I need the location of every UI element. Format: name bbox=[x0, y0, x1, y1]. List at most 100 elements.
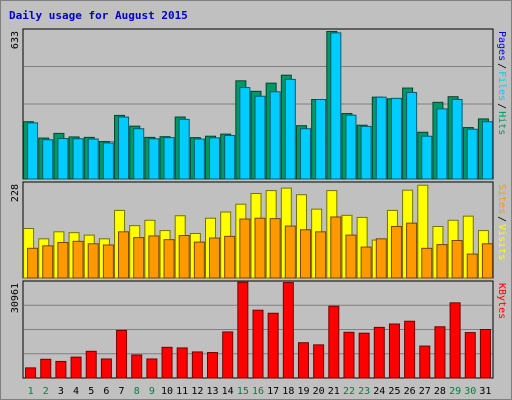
x-tick-label: 21 bbox=[328, 386, 340, 397]
legend-separator: / bbox=[496, 63, 507, 69]
legend-visits: Visits bbox=[496, 224, 507, 260]
x-tick-label: 28 bbox=[434, 386, 446, 397]
x-tick-label: 19 bbox=[297, 386, 309, 397]
bar-files-day-30 bbox=[466, 128, 478, 180]
x-tick-label: 3 bbox=[58, 386, 64, 397]
bar-kbytes-day-3 bbox=[55, 360, 67, 379]
x-tick-label: 25 bbox=[388, 386, 400, 397]
bar-sites-day-13 bbox=[209, 237, 221, 279]
y-max-label: 633 bbox=[10, 31, 21, 49]
panel-visits: 228 Sites / Visits bbox=[10, 181, 507, 279]
x-tick-label: 14 bbox=[222, 386, 234, 397]
bar-sites-day-14 bbox=[224, 235, 236, 279]
bar-kbytes-day-13 bbox=[207, 352, 219, 379]
bar-files-day-23 bbox=[360, 125, 372, 180]
y-max-label: 30961 bbox=[10, 283, 21, 313]
x-tick-label: 26 bbox=[404, 386, 416, 397]
bar-files-day-7 bbox=[118, 116, 130, 180]
bar-kbytes-day-18 bbox=[282, 282, 294, 379]
bar-kbytes-day-16 bbox=[252, 309, 264, 379]
bar-sites-day-5 bbox=[87, 243, 99, 279]
bar-kbytes-day-7 bbox=[116, 329, 128, 379]
bar-files-day-25 bbox=[390, 97, 402, 180]
x-tick-label: 29 bbox=[449, 386, 461, 397]
bar-sites-day-6 bbox=[102, 244, 114, 279]
bar-sites-day-1 bbox=[27, 247, 39, 279]
x-tick-label: 24 bbox=[373, 386, 385, 397]
x-tick-label: 11 bbox=[176, 386, 188, 397]
bar-files-day-26 bbox=[406, 91, 418, 180]
x-tick-label: 27 bbox=[419, 386, 431, 397]
bar-kbytes-day-11 bbox=[176, 347, 188, 379]
bar-kbytes-day-24 bbox=[373, 326, 385, 379]
x-tick-label: 8 bbox=[134, 386, 140, 397]
bar-sites-day-27 bbox=[421, 247, 433, 279]
legend-pages: Pages bbox=[496, 31, 507, 61]
x-tick-label: 1 bbox=[28, 386, 34, 397]
y-max-label: 228 bbox=[10, 184, 21, 202]
bar-kbytes-day-22 bbox=[343, 331, 355, 379]
bar-sites-day-28 bbox=[436, 244, 448, 279]
bar-sites-day-21 bbox=[330, 216, 342, 279]
legend-separator: / bbox=[496, 103, 507, 109]
bar-kbytes-day-9 bbox=[146, 358, 158, 379]
chart-title: Daily usage for August 2015 bbox=[9, 9, 188, 22]
bar-files-day-18 bbox=[284, 78, 296, 180]
bar-files-day-14 bbox=[224, 135, 236, 180]
bar-sites-day-25 bbox=[390, 225, 402, 279]
bar-sites-day-18 bbox=[284, 225, 296, 279]
bar-files-day-19 bbox=[299, 128, 311, 180]
bar-kbytes-day-6 bbox=[100, 358, 112, 379]
x-tick-label: 30 bbox=[464, 386, 476, 397]
bar-kbytes-day-2 bbox=[40, 358, 52, 379]
bar-kbytes-day-25 bbox=[388, 323, 400, 379]
bar-files-day-27 bbox=[421, 135, 433, 180]
bar-sites-day-15 bbox=[239, 218, 251, 279]
x-tick-label: 10 bbox=[161, 386, 173, 397]
bar-files-day-5 bbox=[87, 138, 99, 180]
x-tick-label: 12 bbox=[191, 386, 203, 397]
bar-kbytes-day-26 bbox=[404, 320, 416, 379]
bar-kbytes-day-10 bbox=[161, 346, 173, 379]
bar-sites-day-30 bbox=[466, 253, 478, 279]
bar-sites-day-10 bbox=[163, 239, 175, 279]
bar-files-day-15 bbox=[239, 87, 251, 180]
bar-files-day-17 bbox=[269, 91, 281, 180]
bar-files-day-6 bbox=[102, 142, 114, 180]
x-tick-label: 31 bbox=[479, 386, 491, 397]
bar-sites-day-2 bbox=[42, 245, 54, 279]
bar-kbytes-day-5 bbox=[85, 350, 97, 379]
bar-files-day-11 bbox=[178, 118, 190, 180]
bar-files-day-10 bbox=[163, 137, 175, 180]
x-tick-label: 9 bbox=[149, 386, 155, 397]
bar-kbytes-day-19 bbox=[297, 342, 309, 379]
bar-files-day-2 bbox=[42, 139, 54, 180]
x-tick-label: 16 bbox=[252, 386, 264, 397]
bar-files-day-21 bbox=[330, 32, 342, 180]
x-tick-label: 17 bbox=[267, 386, 279, 397]
x-tick-label: 2 bbox=[43, 386, 49, 397]
bar-kbytes-day-1 bbox=[25, 367, 37, 379]
bar-sites-day-12 bbox=[193, 241, 205, 279]
bar-kbytes-day-12 bbox=[191, 351, 203, 379]
bar-files-day-1 bbox=[27, 122, 39, 180]
bar-sites-day-24 bbox=[375, 238, 387, 279]
bar-kbytes-day-14 bbox=[222, 331, 234, 379]
bar-kbytes-day-15 bbox=[237, 281, 249, 379]
bar-files-day-22 bbox=[345, 114, 357, 180]
bar-sites-day-8 bbox=[133, 237, 145, 279]
bar-kbytes-day-23 bbox=[358, 332, 370, 379]
legend-separator: / bbox=[496, 216, 507, 222]
bar-files-day-13 bbox=[209, 137, 221, 180]
x-tick-label: 13 bbox=[206, 386, 218, 397]
panel-hits: 633 Pages / Files / Hits bbox=[10, 28, 507, 180]
bar-sites-day-16 bbox=[254, 217, 266, 279]
bar-kbytes-day-27 bbox=[419, 345, 431, 379]
bar-kbytes-day-31 bbox=[479, 329, 491, 379]
bar-files-day-31 bbox=[481, 121, 493, 180]
bar-kbytes-day-30 bbox=[464, 332, 476, 379]
legend-files: Files bbox=[496, 71, 507, 101]
bar-sites-day-29 bbox=[451, 239, 463, 279]
